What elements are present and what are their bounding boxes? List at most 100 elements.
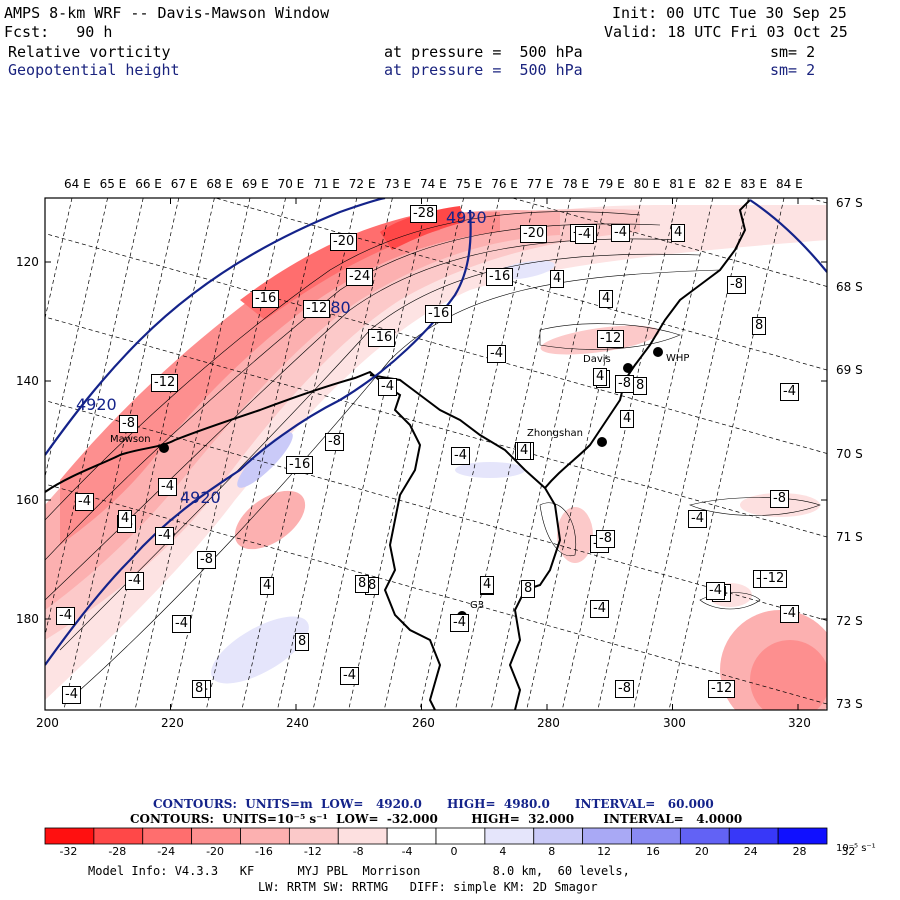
colorbar-segment [679,827,730,845]
x-tick-label: 300 [663,716,686,730]
vorticity-label: -8 [596,530,615,548]
vorticity-label: 8 [355,575,370,593]
colorbar-segment [191,827,241,845]
height-label: 4920 [180,488,221,507]
vorticity-label: -8 [615,375,634,393]
vorticity-label: -4 [611,224,630,242]
latitude-label: 69 S [836,363,863,377]
height-label: 4920 [446,208,487,227]
longitude-label: 82 E [704,177,732,191]
colorbar-segment [44,827,95,845]
colorbar-segment [728,827,779,845]
vorticity-label: -4 [780,383,799,401]
latitude-label: 70 S [836,446,863,461]
vorticity-label: -4 [706,582,725,600]
station-label: Davis [583,354,611,365]
vorticity-band-24 [380,206,465,250]
colorbar-segment [240,827,290,845]
init-time: Init: 00 UTC Tue 30 Sep 25 [612,4,847,22]
vorticity-label: -16 [252,290,280,308]
station-label: Zhongshan [527,428,584,439]
latitude-label: 72 S [836,613,863,628]
colorbar-tick-label: -16 [254,845,273,858]
vorticity-label: 8 [192,680,207,698]
station-dot-davis [623,363,633,373]
vorticity-label: -16 [425,305,453,323]
colorbar-segment [582,827,632,845]
colorbar-tick-label: 24 [743,845,758,858]
map-title: AMPS 8-km WRF -- Davis-Mawson Window [4,4,330,22]
vorticity-label: 8 [295,633,310,651]
vorticity-positive-1 [237,432,293,488]
colorbar-tick-label: -20 [206,845,225,858]
colorbar-tick-label: -32 [59,845,78,858]
coastline [45,370,442,710]
map-plot-area [45,198,827,710]
vorticity-label: -4 [451,447,470,465]
colorbar-segment [533,827,584,845]
vorticity-label: -4 [125,572,144,590]
longitude-label: 64 E [64,177,91,191]
vorticity-label: -20 [330,233,358,251]
colorbar-tick-label: -12 [303,845,322,858]
vorticity-label: -16 [286,456,314,474]
vorticity-label: 4 [593,368,608,386]
vorticity-label: 4 [260,577,275,595]
longitude-label: 65 E [99,177,127,191]
longitude-label: 80 E [633,177,661,191]
longitude-label: 66 E [135,177,162,191]
colorbar-segment [288,827,339,845]
vorticity-label: -4 [75,493,94,511]
colorbar-segment [337,827,388,845]
station-dot-whp [653,347,663,357]
colorbar-segment [484,827,535,845]
contour-info-height: CONTOURS: UNITS=m LOW= 4920.0 HIGH= 4980… [153,797,714,811]
vorticity-label: 4 [517,442,532,460]
vorticity-positive-2 [211,616,309,684]
map-frame [44,197,828,711]
vorticity-label: 8 [633,377,648,395]
field1-name: Relative vorticity [8,43,171,61]
vorticity-label: -4 [172,615,191,633]
colorbar-tick-label: -4 [401,845,413,858]
latitude-label: 71 S [836,530,863,544]
vorticity-label: -4 [340,667,359,685]
vorticity-label: -12 [760,570,788,588]
latitude-label: 68 S [836,279,863,294]
field2-level: at pressure = 500 hPa [384,61,583,79]
vorticity-label: 4 [118,510,133,528]
coastline-ne [544,199,751,489]
contour-info-vorticity: CONTOURS: UNITS=10⁻⁵ s⁻¹ LOW= -32.000 HI… [130,812,743,826]
colorbar-tick-label: 16 [645,845,660,858]
longitude-label: 81 E [669,177,696,191]
station-dot-mawson [159,443,169,453]
vorticity-label: -16 [368,329,396,347]
vorticity-label: -4 [575,226,594,244]
x-tick-label: 320 [788,716,811,730]
vorticity-label: 4 [550,270,565,288]
height-label: 4920 [76,395,117,414]
vorticity-label: -8 [727,276,746,294]
vorticity-label: -20 [520,225,548,243]
colorbar-unit: 10⁻⁵ s⁻¹ [836,843,876,854]
latitude-label: 67 S [836,196,863,210]
longitude-label: 77 E [526,177,554,191]
vorticity-label: 8 [752,317,767,335]
axis-ticks [44,198,827,710]
x-tick-label: 280 [537,716,560,730]
vorticity-label: -12 [708,680,736,698]
vorticity-label: -8 [119,415,138,433]
y-tick-label: 160 [16,493,39,507]
model-info-line2: LW: RRTM SW: RRTMG DIFF: simple KM: 2D S… [258,880,598,894]
vorticity-label: -8 [197,551,216,569]
vorticity-label: -12 [597,330,625,348]
field2-smoothing: sm= 2 [770,61,816,79]
longitude-label: 78 E [562,177,590,191]
vorticity-patch-south [557,507,593,563]
vorticity-label: -4 [450,614,469,632]
lat-lon-grid [45,198,827,710]
y-tick-label: 180 [16,612,39,626]
colorbar-tick-label: 4 [499,845,507,858]
colorbar-segment [631,827,681,845]
vorticity-label: -12 [151,374,179,392]
